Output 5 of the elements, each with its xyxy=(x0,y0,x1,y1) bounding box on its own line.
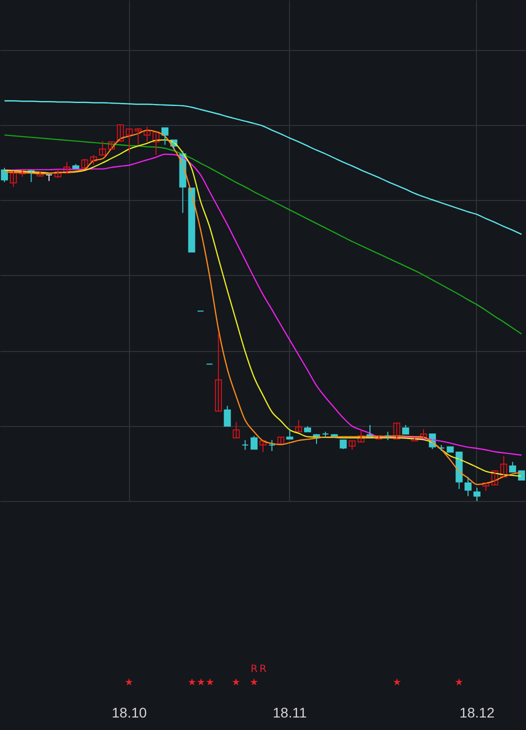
x-tick-label: 18.12 xyxy=(459,704,495,720)
text: R xyxy=(260,664,266,675)
text: R xyxy=(250,664,258,675)
x-tick-label: 18.10 xyxy=(112,704,147,720)
x-tick-label: 18.11 xyxy=(272,704,307,720)
